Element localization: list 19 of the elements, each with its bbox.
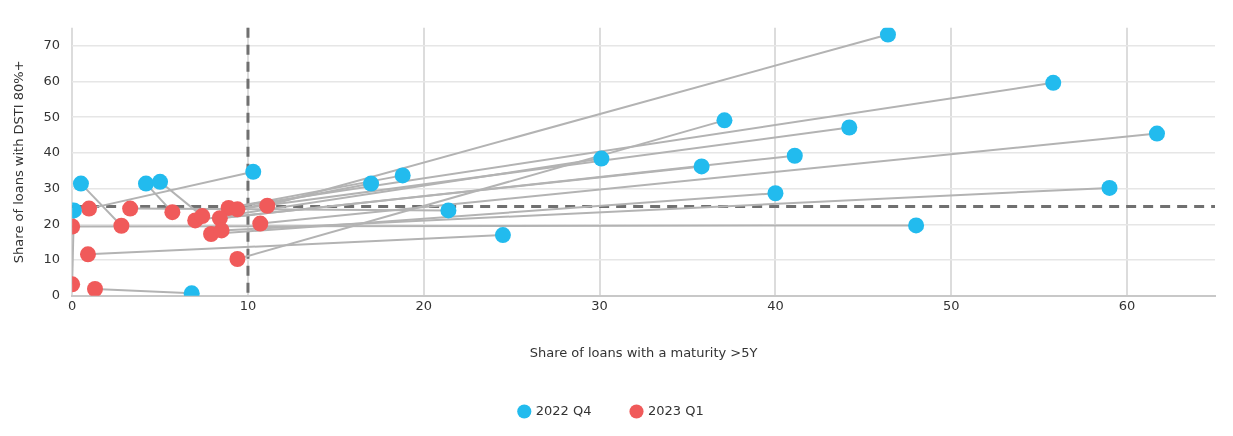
x-tick-label: 10 [239, 297, 257, 313]
y-tick-label: 0 [51, 287, 61, 303]
y-axis-title: Share of loans with DSTI 80%+ [11, 60, 27, 264]
x-tick-label: 60 [1118, 297, 1136, 313]
legend-label: 2023 Q1 [648, 402, 704, 418]
y-tick-label: 30 [43, 179, 61, 195]
x-tick-label: 20 [415, 297, 433, 313]
x-tick-label: 40 [767, 297, 784, 313]
y-tick-label: 40 [43, 144, 61, 160]
legend-label: 2022 Q4 [535, 402, 592, 418]
y-tick-label: 50 [43, 108, 61, 124]
x-axis-title: Share of loans with a maturity >5Y [529, 344, 758, 360]
y-tick-label: 60 [43, 72, 61, 88]
x-tick-label: 50 [942, 297, 960, 313]
y-tick-label: 70 [43, 37, 61, 53]
y-tick-label: 10 [43, 251, 61, 267]
x-tick-label: 30 [591, 297, 608, 313]
x-tick-label: 0 [68, 297, 77, 313]
y-tick-label: 20 [43, 215, 61, 231]
